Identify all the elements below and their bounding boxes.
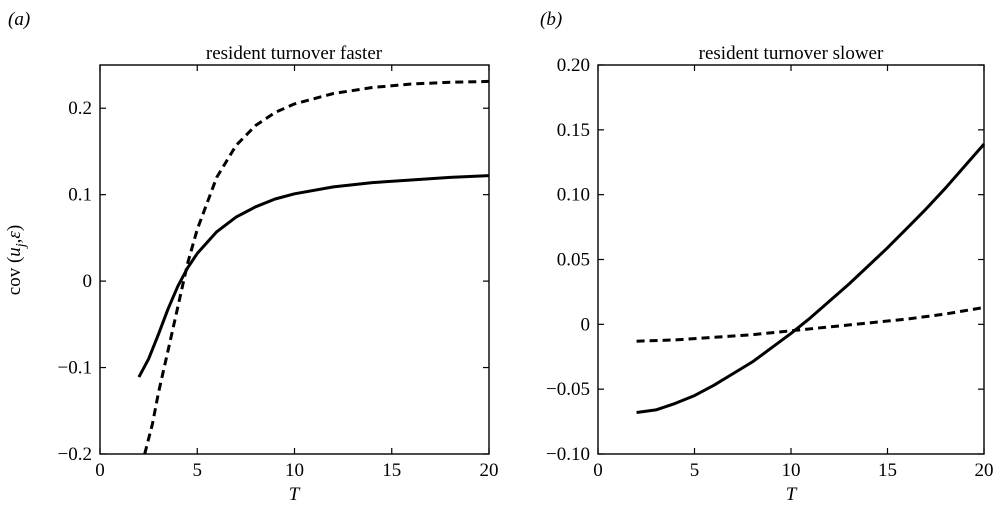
panel-b-x-tick-label-0: 0 [593,460,603,481]
panel-a-y-tick-label-0: −0.2 [58,444,92,465]
panel-a-title: resident turnover faster [206,43,383,64]
panel-b-y-tick-label-2: 0 [581,314,591,335]
panel-a-series [137,79,490,455]
panel-b-title: resident turnover slower [699,43,884,64]
panel-a-ticks: 0 5 10 15 20 −0.2 −0.1 0 0.1 0.2 [58,65,499,481]
panel-b-ticks: 0 5 10 15 20 −0.10 −0.05 0 0.05 0.10 0.15 0.20 [546,55,993,481]
panel-a-x-tick-label-1: 5 [193,460,203,481]
panel-b-series-solid-line [636,143,986,414]
panel-b-y-tick-label-0: −0.10 [546,444,590,465]
panel-a-y-tick-label-3: 0.1 [68,185,92,206]
panel-a-series-solid-line [137,174,490,378]
panel-b-series [636,143,986,414]
panel-a-x-tick-label-0: 0 [95,460,105,481]
panel-b-x-tick-label-4: 20 [975,460,994,481]
panel-a-y-tick-label-1: −0.1 [58,358,92,379]
panel-b-y-tick-label-5: 0.15 [557,120,590,141]
panel-b-x-tick-label-1: 5 [690,460,700,481]
panel-b-y-tick-label-4: 0.10 [557,185,590,206]
panel-a-y-axis-title: cov (uj,ε) [4,225,29,295]
panel-a-x-tick-label-2: 10 [285,460,304,481]
panel-a-series-dashed-line [143,79,490,455]
panel-b-x-axis-title: T [786,484,798,505]
panel-a-x-tick-label-3: 15 [382,460,401,481]
panel-b-y-tick-label-1: −0.05 [546,379,590,400]
panel-a-y-tick-label-2: 0 [83,271,93,292]
panel-b-x-tick-label-3: 15 [878,460,897,481]
panel-b-series-dashed-line [636,306,985,343]
panel-b-y-tick-label-6: 0.20 [557,55,590,76]
panel-b-x-tick-label-2: 10 [782,460,801,481]
panel-a-label: (a) [8,9,30,30]
panel-b-label: (b) [540,9,562,30]
panel-a-x-axis-title: T [289,484,301,505]
panel-a: (a) resident turnover faster 0 5 10 15 20 −0.… [4,9,499,505]
panel-a-y-tick-label-4: 0.2 [68,98,92,119]
panel-b: (b) resident turnover slower 0 5 10 15 20 −0.… [540,9,994,505]
panel-a-x-tick-label-4: 20 [480,460,499,481]
panel-b-plot-frame [597,64,985,455]
panel-b-y-tick-label-3: 0.05 [557,250,590,271]
